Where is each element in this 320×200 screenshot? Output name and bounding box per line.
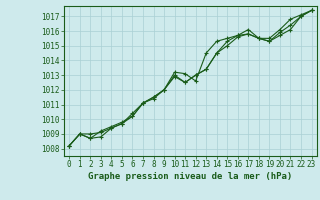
- X-axis label: Graphe pression niveau de la mer (hPa): Graphe pression niveau de la mer (hPa): [88, 172, 292, 181]
